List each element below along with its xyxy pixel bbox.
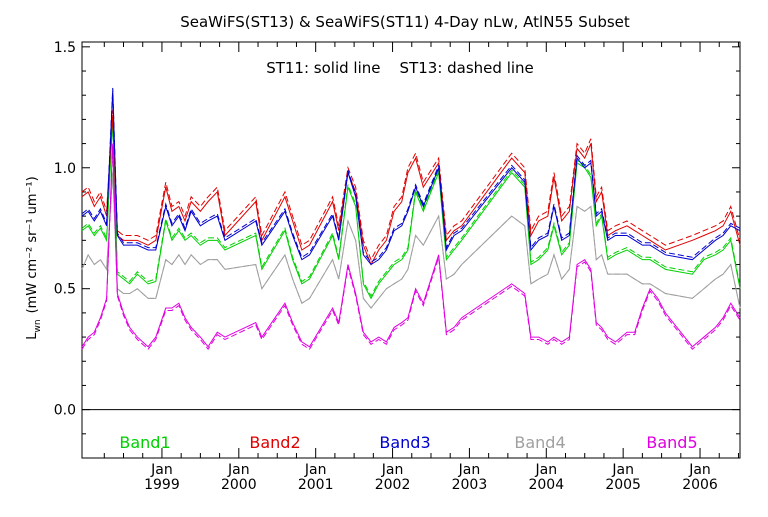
- legend-entry-band3: Band3: [379, 433, 430, 452]
- legend-entry-band2: Band2: [249, 433, 300, 452]
- series-line-dashed-band4: [81, 172, 741, 309]
- series-line-dashed-band3: [81, 87, 741, 263]
- x-tick-month: Jan: [381, 462, 404, 478]
- y-tick-label: 1.5: [54, 40, 76, 56]
- legend-entry-band5: Band5: [646, 433, 697, 452]
- x-tick-month: Jan: [150, 462, 173, 478]
- chart-layer: 0.00.51.01.5Jan1999Jan2000Jan2001Jan2002…: [54, 40, 741, 493]
- line-style-note: ST11: solid line ST13: dashed line: [266, 59, 534, 77]
- series-line-band3: [81, 90, 741, 266]
- y-axis-label: Lwn(mW cm⁻² sr⁻¹ um⁻¹): [25, 176, 43, 339]
- x-tick-month: Jan: [458, 462, 481, 478]
- legend-entry-band4: Band4: [514, 433, 565, 452]
- series-line-band4: [81, 172, 741, 309]
- x-tick-year: 2004: [528, 477, 564, 493]
- x-tick-year: 2000: [221, 477, 257, 493]
- series-line-band2: [81, 114, 741, 266]
- y-tick-label: 1.0: [54, 161, 76, 177]
- series-line-dashed-band1: [81, 116, 741, 298]
- y-tick-label: 0.0: [54, 403, 76, 419]
- chart-title: SeaWiFS(ST13) & SeaWiFS(ST11) 4-Day nLw,…: [180, 13, 630, 31]
- x-tick-year: 2001: [298, 477, 334, 493]
- x-tick-month: Jan: [688, 462, 711, 478]
- x-tick-year: 2005: [605, 477, 641, 493]
- legend-entry-band1: Band1: [119, 433, 170, 452]
- x-tick-year: 1999: [144, 477, 180, 493]
- x-tick-year: 2002: [375, 477, 411, 493]
- series-line-dashed-band5: [81, 145, 741, 351]
- y-tick-label: 0.5: [54, 282, 76, 298]
- plot-frame: [81, 41, 741, 459]
- series-line-dashed-band2: [81, 109, 741, 261]
- x-tick-month: Jan: [534, 462, 557, 478]
- x-tick-month: Jan: [611, 462, 634, 478]
- series-line-band1: [81, 119, 741, 300]
- series-line-band5: [81, 143, 741, 348]
- x-tick-month: Jan: [304, 462, 327, 478]
- x-tick-year: 2003: [452, 477, 488, 493]
- x-tick-year: 2006: [682, 477, 718, 493]
- x-tick-month: Jan: [227, 462, 250, 478]
